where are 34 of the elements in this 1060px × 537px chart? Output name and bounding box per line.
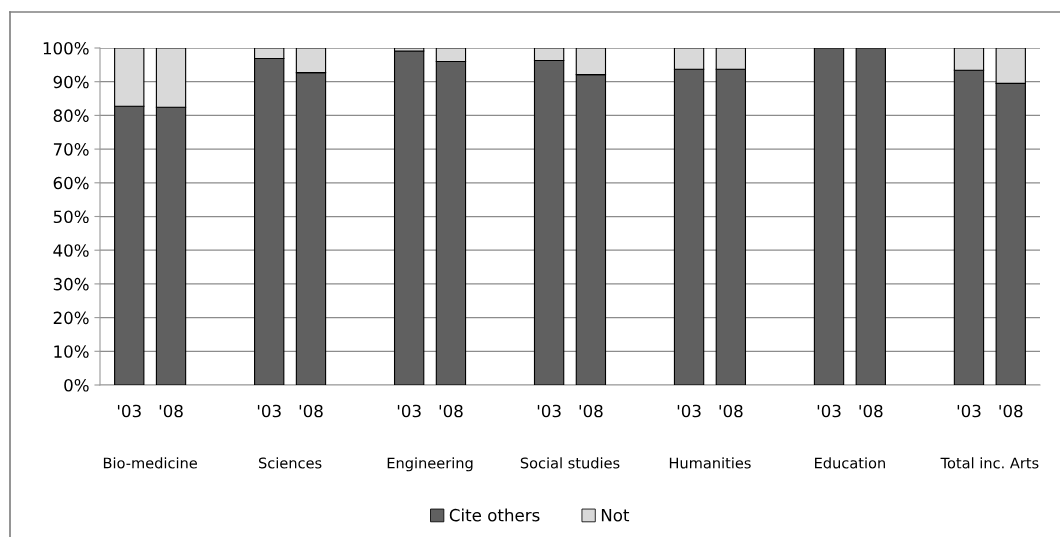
y-tick-label: 70% bbox=[53, 143, 89, 156]
x-tick-label: '03 bbox=[257, 404, 281, 418]
x-tick-label: '08 bbox=[719, 404, 743, 418]
x-tick-label: '08 bbox=[579, 404, 603, 418]
y-tick-label: 30% bbox=[53, 277, 89, 291]
legend-label: Not bbox=[601, 509, 630, 522]
y-tick-label: 20% bbox=[53, 311, 89, 325]
text: Social studies bbox=[520, 457, 620, 469]
x-tick-label: '03 bbox=[677, 404, 701, 418]
x-tick-label: '03 bbox=[957, 404, 981, 418]
x-tick-label: '08 bbox=[859, 404, 883, 418]
y-tick-label: 90% bbox=[53, 75, 89, 89]
y-tick-label: 10% bbox=[54, 345, 89, 358]
x-tick-label: '08 bbox=[299, 404, 323, 418]
y-tick-label: 100% bbox=[43, 41, 89, 55]
text: Total inc. Arts bbox=[940, 457, 1039, 469]
y-tick-label: 60% bbox=[53, 176, 89, 190]
x-tick-label: '03 bbox=[537, 404, 561, 418]
text: Engineering bbox=[387, 457, 473, 472]
x-tick-label: '08 bbox=[439, 404, 463, 418]
text: Education bbox=[815, 457, 885, 469]
text: Sciences bbox=[258, 457, 322, 469]
x-tick-label: '03 bbox=[397, 404, 421, 418]
text: Humanities bbox=[669, 457, 751, 469]
x-tick-label: '08 bbox=[999, 404, 1023, 418]
x-tick-label: '03 bbox=[817, 404, 841, 418]
x-tick-label: '03 bbox=[117, 404, 141, 418]
y-tick-label: 80% bbox=[53, 109, 89, 122]
x-tick-label: '08 bbox=[159, 404, 183, 418]
y-tick-label: 50% bbox=[53, 210, 89, 224]
text: Bio-medicine bbox=[103, 457, 197, 469]
y-tick-label: 40% bbox=[53, 244, 89, 257]
y-tick-label: 0% bbox=[64, 378, 89, 392]
legend-label: Cite others bbox=[449, 508, 540, 522]
